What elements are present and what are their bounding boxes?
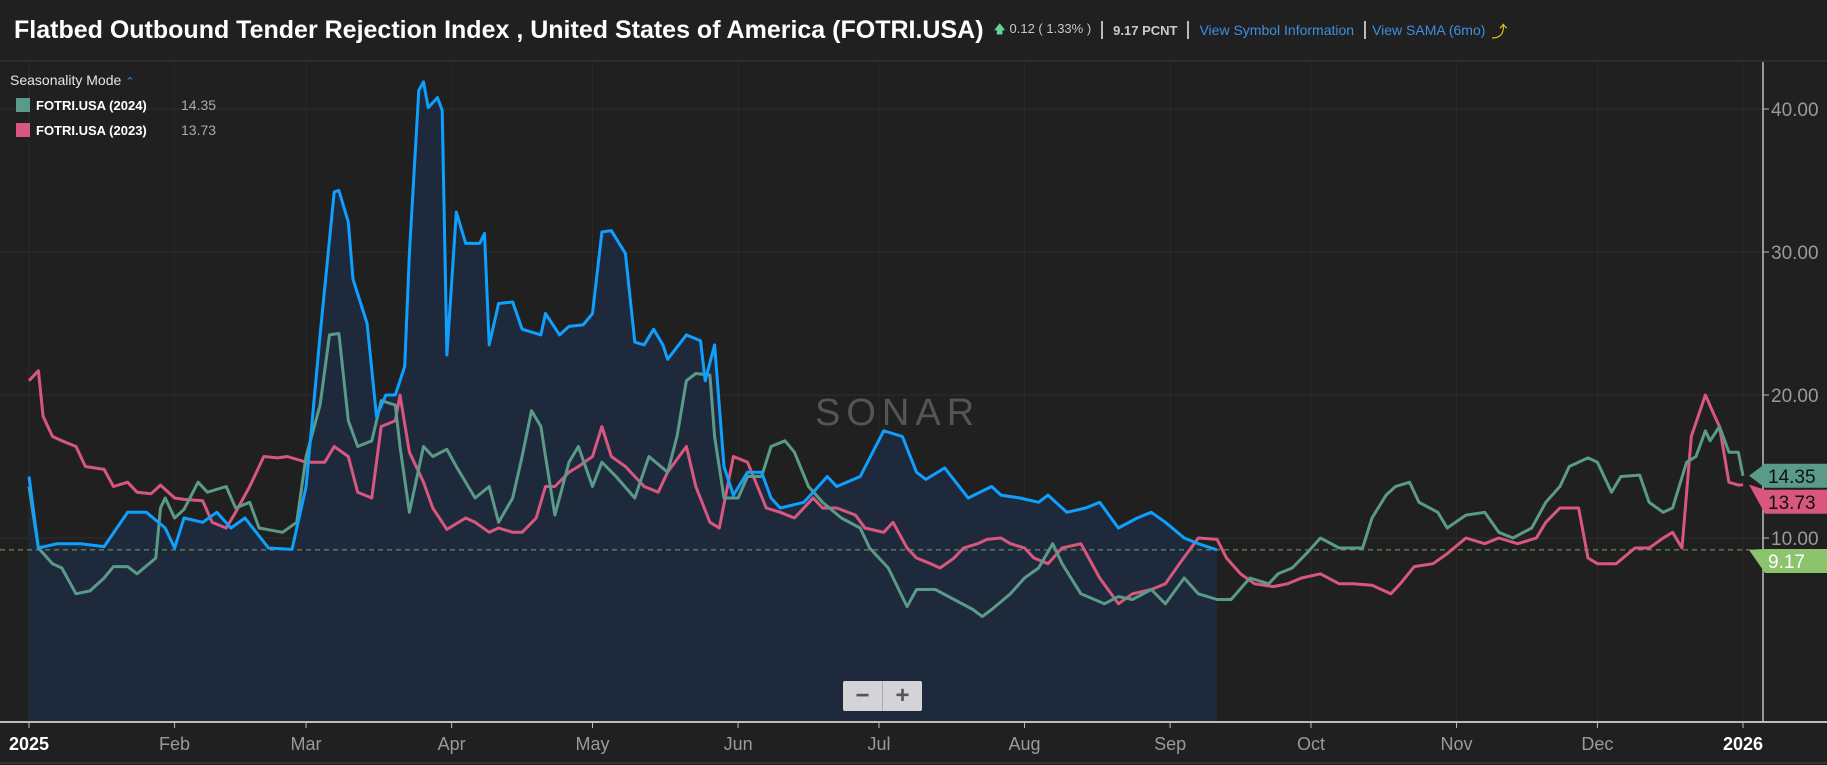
legend-swatch [16, 98, 30, 112]
series-line-current [27, 80, 1218, 552]
x-tick-label: Aug [1009, 734, 1041, 754]
legend-series-name: FOTRI.USA (2024) [36, 97, 147, 113]
x-tick-label: Jun [724, 734, 753, 754]
change-value: 0.12 ( 1.33% ) [1009, 20, 1092, 36]
legend-series-value: 14.35 [181, 97, 217, 113]
chart-spark-icon[interactable]: ⤴ [1491, 24, 1508, 41]
sonar-watermark: SONAR [815, 392, 981, 434]
series-line-fotri-usa-2024- [27, 332, 1745, 619]
series-line-fotri-usa-2023- [27, 369, 1744, 606]
legend-swatch [16, 123, 30, 137]
x-tick-label: Apr [438, 734, 466, 754]
value-tag-2024-bg [1749, 463, 1827, 488]
chevron-up-icon[interactable]: ⌃ [125, 76, 135, 88]
zoom-out-button[interactable]: − [843, 681, 883, 711]
series-area-fill [29, 81, 1218, 723]
x-tick-label: Sep [1154, 734, 1186, 754]
y-tick-label: 30.00 [1771, 243, 1819, 264]
value-tag-2024: 14.35 [1768, 467, 1816, 488]
x-tick-label: Dec [1581, 734, 1613, 754]
x-tick-label: 2026 [1723, 734, 1763, 754]
divider [1101, 21, 1104, 39]
change-readout: 🡅 0.12 ( 1.33% ) [994, 20, 1092, 41]
x-tick-label: Feb [159, 734, 190, 754]
x-tick-label: 2025 [9, 734, 49, 754]
arrow-up-icon: 🡅 [993, 21, 1006, 36]
seasonality-mode-toggle[interactable]: Seasonality Mode ⌃ [10, 72, 216, 88]
legend: Seasonality Mode ⌃ FOTRI.USA (2024) 14.35… [10, 72, 216, 138]
x-tick-label: May [575, 734, 609, 754]
x-tick-label: Oct [1297, 734, 1325, 754]
y-tick-label: 10.00 [1771, 529, 1819, 550]
zoom-in-button[interactable]: + [895, 682, 910, 709]
divider [1187, 21, 1190, 39]
y-tick-label: 40.00 [1771, 100, 1819, 121]
header: Flatbed Outbound Tender Rejection Index … [0, 0, 1827, 62]
value-tag-current-bg [1749, 549, 1827, 573]
x-tick-label: Mar [291, 734, 322, 754]
legend-series-value: 13.73 [181, 122, 217, 138]
legend-series-name: FOTRI.USA (2023) [36, 122, 147, 138]
x-tick-label: Nov [1441, 734, 1473, 754]
view-sama-link[interactable]: View SAMA (6mo) [1372, 22, 1486, 38]
value-tag-current: 9.17 [1768, 552, 1805, 573]
last-value: 9.17 PCNT [1113, 22, 1178, 38]
page-title: Flatbed Outbound Tender Rejection Index … [14, 15, 984, 44]
value-tag-2023-bg [1749, 484, 1827, 514]
view-symbol-information-link[interactable]: View Symbol Information [1199, 22, 1355, 38]
x-tick-label: Jul [867, 734, 890, 754]
legend-item-2023[interactable]: FOTRI.USA (2023) 13.73 [10, 122, 216, 138]
zoom-controls: − + [843, 681, 922, 711]
y-tick-label: 20.00 [1771, 386, 1819, 407]
seasonality-mode-label[interactable]: Seasonality Mode [10, 72, 122, 88]
legend-item-2024[interactable]: FOTRI.USA (2024) 14.35 [10, 97, 216, 113]
value-tag-2023: 13.73 [1768, 493, 1816, 514]
divider [1364, 21, 1367, 39]
